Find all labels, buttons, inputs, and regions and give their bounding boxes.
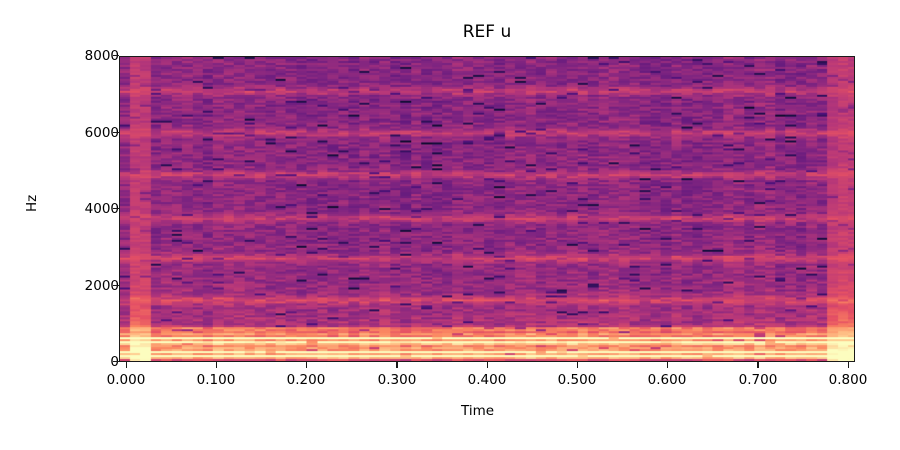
y-tick-label: 2000 [84, 278, 119, 294]
x-tick-mark [125, 362, 127, 368]
x-tick-mark [215, 362, 218, 368]
x-tick-mark [306, 362, 308, 368]
x-tick-label: 0.500 [557, 372, 597, 388]
y-axis-label: Hz [24, 194, 40, 212]
x-tick-label: 0.100 [196, 372, 236, 388]
x-tick-mark [576, 362, 579, 368]
y-tick-mark [113, 285, 119, 287]
spectrogram-image [120, 57, 854, 361]
x-axis-label: Time [461, 403, 495, 419]
x-tick-mark [396, 362, 398, 368]
y-tick-label: 8000 [84, 48, 119, 64]
y-tick-label: 4000 [84, 201, 119, 217]
x-tick-label: 0.300 [377, 372, 417, 388]
x-tick-mark [486, 362, 488, 368]
x-tick-label: 0.000 [106, 372, 146, 388]
x-tick-label: 0.800 [828, 372, 868, 388]
y-tick-mark [113, 361, 119, 363]
chart-title: REF u [462, 22, 512, 42]
y-tick-mark [113, 55, 119, 57]
y-tick-mark [113, 132, 119, 134]
x-tick-label: 0.400 [467, 372, 507, 388]
x-tick-mark [667, 362, 669, 368]
spectrogram-plot-area [119, 56, 855, 362]
y-tick-label: 6000 [84, 125, 119, 141]
x-tick-mark [757, 362, 759, 368]
x-tick-label: 0.700 [738, 372, 778, 388]
y-tick-mark [113, 208, 119, 210]
x-tick-label: 0.600 [647, 372, 687, 388]
x-tick-mark [847, 362, 849, 368]
x-tick-label: 0.200 [286, 372, 326, 388]
